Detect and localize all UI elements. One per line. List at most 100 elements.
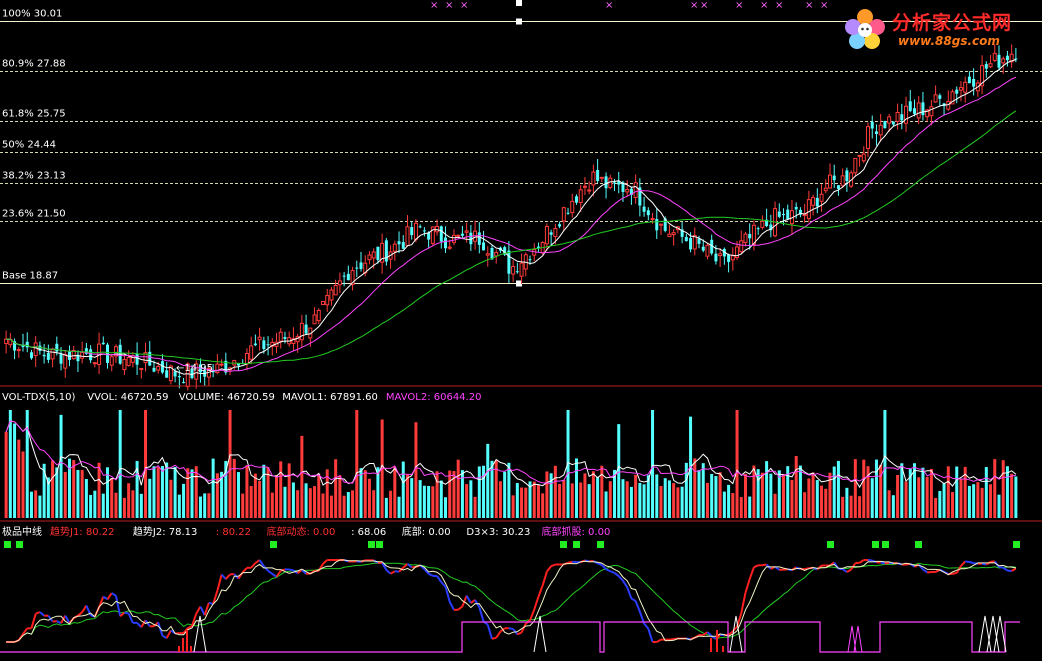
volume-bar — [736, 410, 739, 518]
signal-square — [368, 541, 375, 548]
volume-bar — [398, 497, 401, 518]
candle-body — [402, 242, 405, 249]
volume-bar — [351, 490, 354, 518]
candle-body — [921, 102, 924, 115]
volume-bar — [360, 468, 363, 518]
candle-body — [600, 177, 603, 178]
bottom-bar — [722, 646, 724, 652]
candle-body — [562, 208, 565, 221]
candle-body — [398, 241, 401, 244]
bottom-bar — [182, 638, 184, 652]
volume-bar — [702, 463, 705, 518]
trend-j1-segment — [112, 593, 116, 596]
volume-bar — [89, 495, 92, 518]
volume-bars — [5, 410, 1018, 518]
candle-body — [406, 227, 409, 246]
trend-j1-segment — [631, 599, 635, 601]
trend-j1-segment — [509, 628, 513, 629]
candle-body — [858, 155, 861, 156]
candle-body — [305, 325, 308, 334]
volume-bar — [926, 477, 929, 518]
trend-j1-segment — [205, 603, 209, 616]
candle-body — [997, 55, 1000, 68]
trend-j1-segment — [467, 596, 471, 603]
candle-body — [833, 176, 836, 181]
bottom-bar — [190, 646, 192, 652]
trend-j1-segment — [534, 597, 538, 610]
top-tick-mark: × — [760, 0, 768, 11]
candle-body — [157, 366, 160, 370]
volume-bar — [402, 462, 405, 518]
candle-body — [854, 158, 857, 172]
volume-bar — [820, 486, 823, 518]
indicator-legend-item: 底部: 0.00 — [402, 525, 451, 538]
volume-bar — [647, 475, 650, 518]
volume-bar — [609, 481, 612, 518]
signal-square — [16, 541, 23, 548]
trend-j1-segment — [116, 596, 120, 616]
volume-bar — [554, 466, 557, 518]
candle-body — [930, 107, 933, 116]
candle-body — [140, 368, 143, 369]
volume-bar — [64, 472, 67, 518]
candle-body — [529, 259, 532, 260]
trend-j1-segment — [965, 561, 969, 562]
candle-body — [757, 228, 760, 229]
candle-body — [651, 219, 654, 220]
volume-bar — [288, 463, 291, 518]
trend-j1-segment — [57, 621, 61, 623]
candle-body — [761, 221, 764, 227]
candle-body — [343, 276, 346, 277]
volume-bar — [981, 488, 984, 518]
volume-bar — [347, 492, 350, 518]
candle-body — [436, 226, 439, 231]
bottom-bar — [716, 630, 718, 652]
candle-body — [89, 349, 92, 360]
volume-bar — [710, 474, 713, 518]
candle-body — [216, 364, 219, 373]
volume-bar — [262, 465, 265, 518]
fib-handle — [516, 19, 522, 25]
candle-body — [419, 226, 422, 227]
candle-body — [727, 254, 730, 262]
trend-j1-segment — [953, 573, 957, 574]
volume-bar — [719, 472, 722, 518]
signal-square — [573, 541, 580, 548]
candle-body — [668, 234, 671, 236]
candle-body — [360, 262, 363, 269]
volume-bar — [837, 461, 840, 518]
candle-body — [841, 176, 844, 186]
candle-body — [554, 229, 557, 237]
site-logo[interactable]: 分析家公式网 www.88gs.com — [840, 4, 1036, 52]
volume-bar — [85, 479, 88, 518]
trend-j1-segment — [999, 567, 1003, 568]
candle-body — [457, 235, 460, 236]
candle-body — [533, 250, 536, 255]
volume-bar — [51, 461, 54, 518]
volume-bar — [921, 468, 924, 518]
volume-bar — [579, 482, 582, 518]
trend-j1-segment — [496, 632, 500, 638]
candle-body — [782, 214, 785, 215]
trend-j1-segment — [167, 630, 171, 638]
volume-bar — [698, 470, 701, 518]
candle-body — [123, 360, 126, 370]
volume-bar — [740, 497, 743, 518]
trend-j1-segment — [551, 565, 555, 567]
trend-j1-segment — [598, 563, 602, 565]
trend-j1-segment — [568, 562, 572, 563]
trend-j1-segment — [517, 633, 521, 635]
bottom-bar — [710, 638, 712, 652]
volume-bar — [440, 481, 443, 518]
trend-j1-segment — [547, 566, 551, 571]
trend-j1-segment — [450, 602, 454, 610]
signal-square — [4, 541, 11, 548]
top-tick-mark: × — [430, 0, 438, 11]
candle-body — [127, 358, 130, 366]
candle-body — [740, 241, 743, 252]
signal-square — [270, 541, 277, 548]
fib-label: Base 18.87 — [2, 271, 58, 282]
candle-body — [326, 296, 329, 305]
